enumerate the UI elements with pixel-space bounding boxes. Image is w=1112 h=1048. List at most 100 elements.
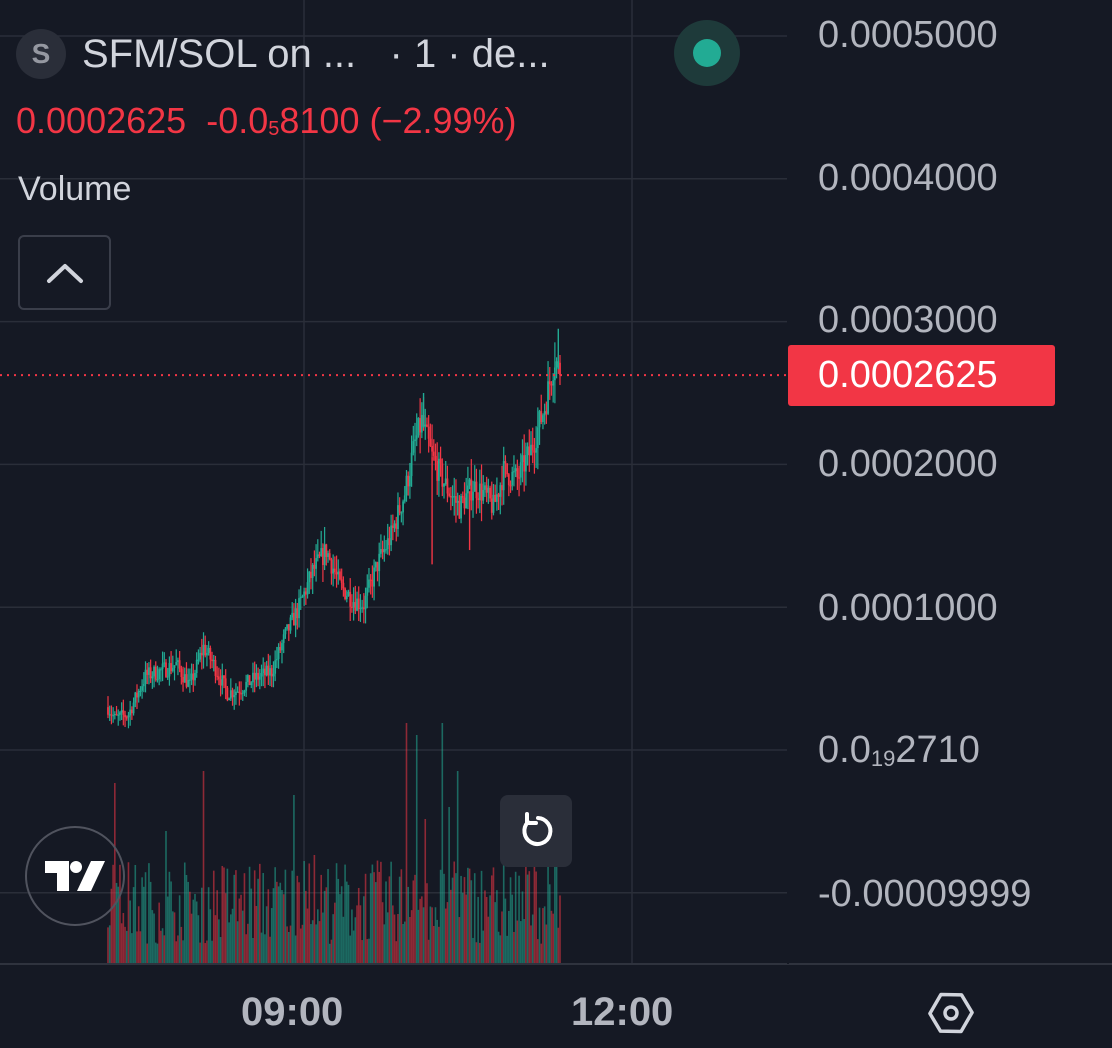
volume-bar	[533, 866, 536, 963]
volume-bar	[195, 901, 198, 963]
volume-bar	[136, 931, 138, 963]
volume-bar	[359, 905, 362, 963]
y-axis-label: 0.0001000	[818, 587, 998, 629]
candle-body	[465, 493, 468, 509]
candle-body	[547, 381, 549, 414]
candle-body	[521, 455, 524, 463]
volume-bar	[235, 870, 237, 963]
candle-body	[200, 652, 203, 656]
candle-body	[368, 579, 370, 588]
volume-bar	[497, 931, 500, 963]
candle-body	[154, 666, 157, 680]
candle-body	[113, 714, 116, 716]
volume-bar	[523, 919, 525, 963]
candle-body	[533, 450, 536, 453]
candle-body	[357, 598, 360, 609]
candle-body	[267, 665, 270, 676]
candle-body	[402, 501, 404, 513]
candle-body	[287, 624, 290, 631]
candle-body	[345, 595, 348, 599]
volume-bar	[332, 914, 334, 963]
candle-body	[380, 549, 382, 554]
candle-body	[395, 523, 398, 530]
volume-bar	[107, 927, 109, 963]
current-price: 0.0002625	[16, 100, 187, 141]
candle-body	[470, 479, 473, 501]
candle-body	[373, 567, 375, 587]
volume-bar	[166, 896, 169, 963]
collapse-legend-button[interactable]	[18, 235, 111, 310]
volume-bar	[257, 878, 259, 963]
candle-body	[526, 446, 529, 456]
volume-bar	[172, 911, 174, 963]
candle-body	[414, 439, 416, 442]
market-status-indicator[interactable]	[674, 20, 740, 86]
volume-bar	[530, 925, 532, 963]
candle-body	[291, 612, 294, 618]
candle-body	[301, 596, 304, 598]
candle-body	[386, 538, 389, 550]
candle-body	[281, 643, 283, 651]
candle-body	[530, 444, 532, 456]
volume-bar	[479, 942, 481, 963]
candle-body	[507, 474, 510, 486]
candle-body	[270, 668, 273, 677]
volume-bar	[180, 926, 183, 963]
volume-bar	[284, 869, 287, 963]
volume-bar	[228, 922, 230, 963]
last-price-badge: 0.0002625	[788, 345, 1055, 406]
volume-bar	[131, 933, 133, 963]
candle-body	[369, 579, 372, 581]
volume-bar	[286, 926, 288, 963]
candle-body	[228, 698, 231, 701]
volume-bar	[293, 795, 295, 963]
candle-body	[255, 672, 258, 680]
candle-body	[351, 606, 353, 608]
candle-body	[451, 496, 454, 498]
price-change: -0.058100 (−2.99%)	[206, 100, 517, 141]
candle-body	[130, 709, 133, 714]
volume-bar	[322, 912, 324, 963]
candle-body	[523, 455, 526, 472]
candle-body	[303, 591, 306, 597]
volume-bar	[361, 940, 363, 963]
volume-bar	[451, 877, 454, 963]
candle-body	[178, 660, 181, 669]
candle-body	[332, 568, 335, 574]
volume-bar	[427, 939, 430, 963]
volume-bar	[456, 771, 459, 963]
symbol-title[interactable]: SFM/SOL on ... · 1 · de...	[82, 32, 550, 77]
volume-bar	[323, 890, 326, 963]
volume-bar	[415, 735, 418, 963]
settings-icon[interactable]	[926, 988, 976, 1038]
volume-bar	[216, 890, 218, 963]
volume-bar	[330, 939, 333, 963]
candle-body	[354, 602, 357, 611]
volume-bar	[252, 938, 254, 963]
tradingview-logo-icon[interactable]	[25, 826, 125, 926]
volume-bar	[231, 908, 234, 963]
candle-body	[310, 571, 312, 578]
volume-bar	[209, 909, 212, 963]
volume-bar	[388, 876, 391, 963]
volume-bar	[538, 907, 541, 963]
volume-bar	[201, 887, 203, 963]
volume-bar	[374, 882, 377, 963]
volume-bar	[434, 907, 437, 963]
candle-body	[112, 715, 115, 717]
volume-bar	[499, 935, 502, 963]
candle-body	[461, 496, 464, 498]
candle-body	[393, 523, 396, 529]
candle-body	[108, 714, 111, 716]
volume-bar	[402, 923, 404, 963]
volume-bar	[380, 861, 382, 963]
volume-bar	[185, 874, 188, 963]
volume-bar	[139, 931, 142, 963]
volume-bar	[328, 943, 331, 963]
volume-bar	[397, 913, 399, 963]
volume-indicator-label[interactable]: Volume	[18, 170, 132, 208]
volume-bar	[422, 907, 425, 963]
candle-body	[426, 424, 428, 427]
reset-chart-button[interactable]	[500, 795, 572, 867]
volume-bar	[168, 871, 171, 963]
